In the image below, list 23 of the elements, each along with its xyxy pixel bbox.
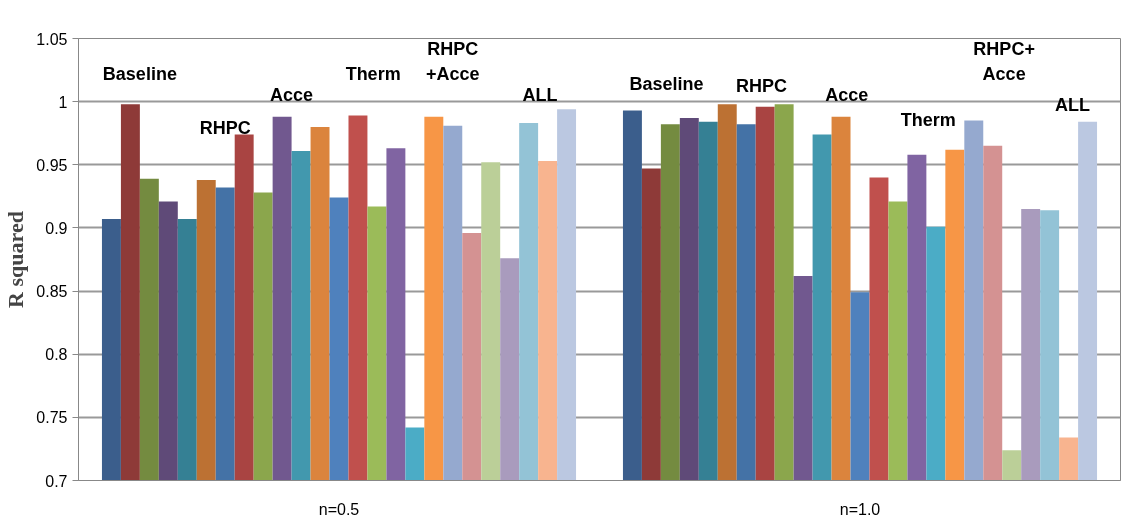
x-tick-label: n=1.0 <box>839 500 881 518</box>
y-axis-title: R squared <box>3 211 29 308</box>
annotation: Baseline <box>629 73 704 94</box>
y-tick-label: 0.8 <box>45 346 68 364</box>
annotation: Acce <box>825 85 869 106</box>
y-tick-label: 0.95 <box>36 156 68 174</box>
y-tick-label: 0.75 <box>36 409 68 427</box>
y-tick-label: 0.9 <box>45 219 68 237</box>
annotation: Acce <box>270 85 314 106</box>
annotation: RHPC+ Acce <box>973 38 1035 84</box>
y-tick-label: 0.7 <box>45 472 68 490</box>
annotation: Therm <box>345 63 401 84</box>
y-tick-label: 0.85 <box>36 283 68 301</box>
annotation: RHPC <box>199 118 251 139</box>
y-tick-label: 1 <box>58 93 68 111</box>
annotation: RHPC <box>735 76 787 97</box>
annotation: Therm <box>900 110 956 131</box>
x-tick-label: n=0.5 <box>318 500 360 518</box>
y-tick-label: 1.05 <box>36 30 68 48</box>
annotation: RHPC +Acce <box>426 38 480 84</box>
annotation: ALL <box>1054 95 1090 116</box>
annotation: ALL <box>522 85 558 106</box>
annotation: Baseline <box>102 63 177 84</box>
